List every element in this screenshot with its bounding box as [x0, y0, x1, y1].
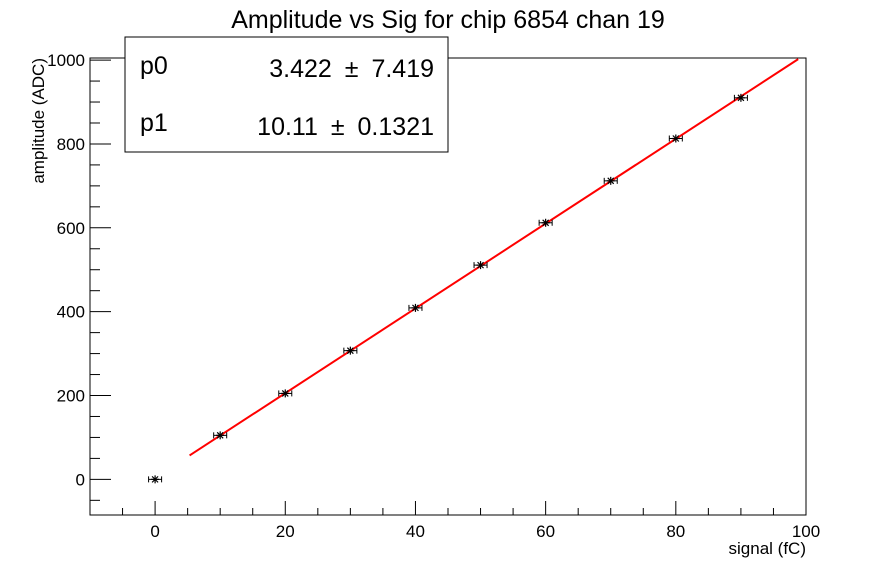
star-marker-stroke [346, 347, 354, 355]
stats-p0-value: 3.422 ± 7.419 [269, 55, 434, 83]
data-point [538, 218, 553, 227]
data-point [473, 261, 488, 270]
stats-p0-name: p0 [140, 52, 168, 80]
x-tick-label: 0 [150, 522, 159, 541]
stats-p1-value: 10.11 ± 0.1321 [257, 113, 434, 141]
data-point [278, 389, 293, 398]
x-axis-label: signal (fC) [729, 539, 806, 558]
star-marker-stroke [412, 304, 419, 312]
stats-p1-central: 10.11 [257, 113, 318, 141]
y-axis-label: amplitude (ADC) [29, 58, 48, 184]
y-tick-label: 400 [57, 303, 85, 322]
x-tick-label: 40 [406, 522, 425, 541]
data-point [668, 134, 683, 143]
stats-box-frame [124, 36, 449, 153]
star-marker-stroke [607, 177, 615, 185]
points-layer [148, 93, 748, 484]
star-marker-stroke [216, 431, 224, 439]
data-point [408, 303, 423, 312]
y-tick-label: 800 [57, 135, 85, 154]
star-marker-stroke [542, 219, 550, 227]
star-marker-stroke [477, 261, 484, 269]
star-marker-stroke [151, 475, 159, 483]
x-tick-label: 20 [276, 522, 295, 541]
x-tick-label: 80 [666, 522, 685, 541]
data-point [343, 346, 358, 355]
fit-layer [189, 58, 799, 457]
data-point [733, 93, 748, 102]
y-tick-label: 1000 [47, 51, 85, 70]
star-marker-stroke [672, 135, 680, 142]
star-marker-stroke [281, 389, 289, 397]
stats-p0-pm: ± [345, 55, 359, 83]
stats-p1-pm: ± [331, 113, 345, 141]
star-marker-stroke [737, 94, 745, 102]
stats-box: p0 3.422 ± 7.419 p1 10.11 ± 0.1321 [124, 36, 449, 153]
y-tick-label: 600 [57, 219, 85, 238]
y-tick-label: 0 [76, 470, 85, 489]
fit-line [189, 58, 799, 457]
data-point [213, 431, 228, 440]
chart-title: Amplitude vs Sig for chip 6854 chan 19 [231, 6, 665, 34]
x-tick-label: 100 [792, 522, 820, 541]
data-point [148, 475, 163, 484]
data-point [603, 176, 618, 185]
y-tick-label: 200 [57, 387, 85, 406]
stats-p0-central: 3.422 [269, 55, 332, 83]
stats-p1-name: p1 [140, 109, 168, 137]
stats-p1-error: 0.1321 [358, 113, 434, 141]
stats-p0-error: 7.419 [371, 55, 434, 83]
x-tick-label: 60 [536, 522, 555, 541]
